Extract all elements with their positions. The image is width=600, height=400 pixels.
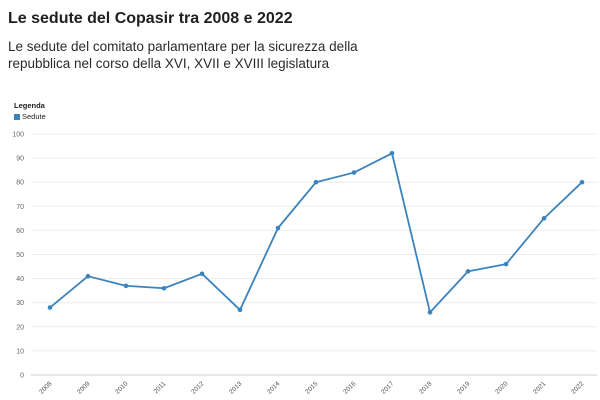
x-tick-label: 2013 — [228, 380, 243, 395]
data-point[interactable] — [579, 179, 585, 185]
x-tick-label: 2011 — [153, 380, 168, 395]
data-point[interactable] — [427, 310, 433, 315]
x-tick-label: 2018 — [418, 380, 433, 395]
x-tick-label: 2022 — [570, 380, 585, 395]
data-point[interactable] — [47, 305, 53, 310]
data-point[interactable] — [465, 269, 471, 274]
data-point[interactable] — [199, 271, 205, 277]
x-tick-label: 2010 — [114, 380, 129, 395]
y-tick-label: 100 — [12, 132, 24, 139]
x-axis-ticks: 2008 2009 2010 2011 2012 2013 2014 2015 2016 2017… — [38, 380, 585, 395]
x-tick-label: 2017 — [380, 380, 395, 395]
data-point[interactable] — [351, 170, 357, 175]
x-tick-label: 2016 — [342, 380, 357, 395]
legend-swatch — [14, 113, 20, 120]
x-tick-label: 2020 — [494, 380, 509, 395]
data-point[interactable] — [85, 273, 91, 279]
data-point[interactable] — [237, 307, 243, 313]
data-point[interactable] — [161, 285, 167, 291]
x-tick-label: 2012 — [190, 380, 205, 395]
y-tick-label: 10 — [16, 348, 24, 355]
y-axis-ticks: 0 10 20 30 40 50 60 70 80 90 100 — [12, 132, 24, 380]
y-tick-label: 80 — [16, 180, 24, 187]
y-tick-label: 0 — [20, 373, 24, 380]
data-point[interactable] — [503, 261, 509, 267]
legend: Legenda Sedute — [14, 101, 46, 121]
x-tick-label: 2015 — [304, 380, 319, 395]
y-tick-label: 40 — [16, 276, 24, 283]
data-point[interactable] — [275, 225, 281, 231]
chart-title: Le sedute del Copasir tra 2008 e 2022 — [8, 10, 293, 27]
data-point[interactable] — [541, 216, 547, 221]
legend-item-sedute[interactable]: Sedute — [14, 112, 46, 121]
y-tick-label: 90 — [16, 156, 24, 163]
y-tick-label: 50 — [16, 252, 24, 259]
series-line-0 — [49, 152, 583, 314]
legend-title: Legenda — [14, 101, 45, 110]
data-point[interactable] — [313, 179, 319, 185]
y-tick-label: 30 — [16, 300, 24, 307]
x-tick-label: 2019 — [456, 380, 471, 395]
y-tick-label: 60 — [16, 228, 24, 235]
x-tick-label: 2009 — [76, 380, 91, 395]
gridlines — [31, 133, 597, 376]
legend-label: Sedute — [22, 112, 46, 121]
y-tick-label: 70 — [16, 204, 24, 211]
x-tick-label: 2014 — [266, 380, 281, 395]
data-point[interactable] — [389, 150, 395, 156]
series-layer — [47, 150, 585, 315]
x-tick-label: 2008 — [38, 380, 53, 395]
x-tick-label: 2021 — [532, 380, 547, 395]
y-tick-label: 20 — [16, 324, 24, 331]
data-point[interactable] — [123, 283, 129, 289]
chart-subtitle: Le sedute del comitato parlamentare per … — [8, 39, 358, 71]
